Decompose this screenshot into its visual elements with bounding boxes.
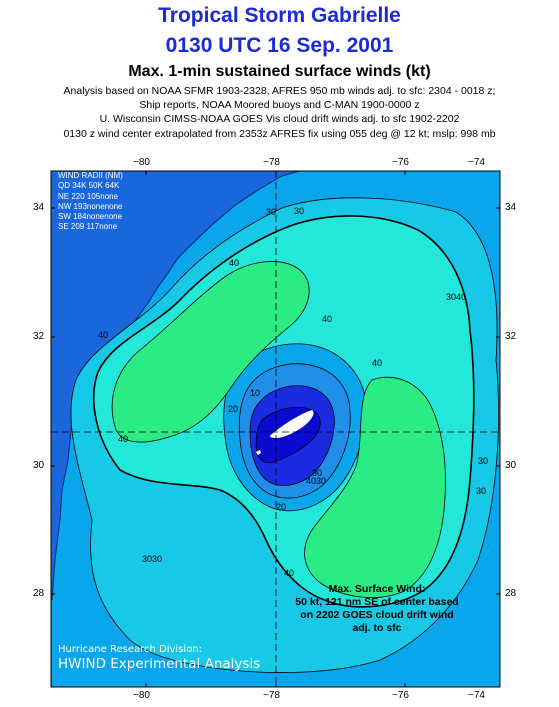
- contour-label: 20: [228, 404, 238, 414]
- contour-label: 40: [322, 314, 332, 324]
- contour-label: 30: [312, 468, 322, 478]
- wind-radii-row: NW 193nonenone: [58, 201, 123, 211]
- contour-label: 10: [250, 388, 260, 398]
- lat-tick-label: 34: [33, 202, 45, 213]
- info-line-4: 0130 z wind center extrapolated from 235…: [63, 128, 496, 140]
- lon-tick-label: −76: [392, 157, 409, 168]
- contour-label: 3030: [142, 554, 162, 564]
- lon-tick-label: −78: [263, 690, 280, 701]
- lat-tick-label: 30: [505, 460, 517, 471]
- contour-label: 40: [98, 330, 108, 340]
- wind-radii-title: WIND RADII (NM): [58, 171, 123, 180]
- max-wind-line: on 2202 GOES cloud drift wind: [300, 609, 454, 621]
- contour-label: 30: [476, 486, 486, 496]
- axis-ticks: [51, 171, 500, 687]
- contour-label: 40: [229, 258, 239, 268]
- wind-radii-row: SW 184nonenone: [58, 212, 123, 222]
- wind-radii-row: SE 209 117none: [58, 222, 118, 232]
- coast-line: [51, 171, 301, 601]
- contour-label: 40: [284, 568, 294, 578]
- contour-label: 20: [276, 502, 286, 512]
- eye-dot: [256, 450, 261, 455]
- lon-tick-label: −80: [133, 690, 150, 701]
- contour-label: 30: [294, 206, 304, 216]
- info-line-3: U. Wisconsin CIMSS-NOAA GOES Vis cloud d…: [99, 113, 460, 125]
- wind-band-40-50-southeast: [304, 376, 446, 598]
- wind-radii-row: NE 220 105none: [58, 191, 119, 201]
- analysis-time: 0130 UTC 16 Sep. 2001: [165, 34, 394, 57]
- storm-title: Tropical Storm Gabrielle: [158, 4, 401, 27]
- lon-tick-label: −80: [133, 157, 150, 168]
- wind-band-40-50-northwest: [111, 261, 310, 443]
- wind-radii-legend: WIND RADII (NM) QD 34K 50K 64K NE 220 10…: [58, 171, 123, 233]
- contour-label: 4030: [306, 476, 326, 486]
- lon-tick-label: −74: [468, 157, 485, 168]
- lat-tick-label: 28: [505, 588, 517, 599]
- lat-tick-label: 28: [33, 588, 45, 599]
- credit-analysis: HWIND Experimental Analysis: [58, 656, 261, 672]
- max-wind-line: 50 kt, 121 nm SE of center based: [295, 596, 459, 608]
- contour-label: 3040: [446, 292, 466, 302]
- max-wind-annotation: Max. Surface Wind: 50 kt, 121 nm SE of c…: [292, 583, 462, 635]
- lon-tick-label: −74: [468, 690, 485, 701]
- contour-label: 30: [478, 456, 488, 466]
- contour-label: 40: [118, 434, 128, 444]
- wind-radii-header: QD 34K 50K 64K: [58, 181, 120, 191]
- max-wind-line: Max. Surface Wind:: [328, 583, 426, 595]
- contour-label: 30: [266, 207, 276, 217]
- storm-eye: [269, 410, 314, 438]
- lat-tick-label: 32: [33, 331, 45, 342]
- lat-tick-label: 30: [33, 460, 45, 471]
- map-subtitle: Max. 1-min sustained surface winds (kt): [128, 63, 431, 80]
- lon-tick-label: −76: [392, 690, 409, 701]
- contour-label: 40: [372, 358, 382, 368]
- lat-tick-label: 34: [505, 202, 517, 213]
- credit-division: Hurricane Research Division:: [58, 644, 203, 655]
- info-line-1: Analysis based on NOAA SFMR 1903-2328, A…: [63, 85, 496, 97]
- max-wind-line: adj. to sfc: [352, 622, 402, 634]
- lat-tick-label: 32: [505, 331, 517, 342]
- lon-tick-label: −78: [263, 157, 280, 168]
- info-line-2: Ship reports, NOAA Moored buoys and C-MA…: [139, 99, 420, 111]
